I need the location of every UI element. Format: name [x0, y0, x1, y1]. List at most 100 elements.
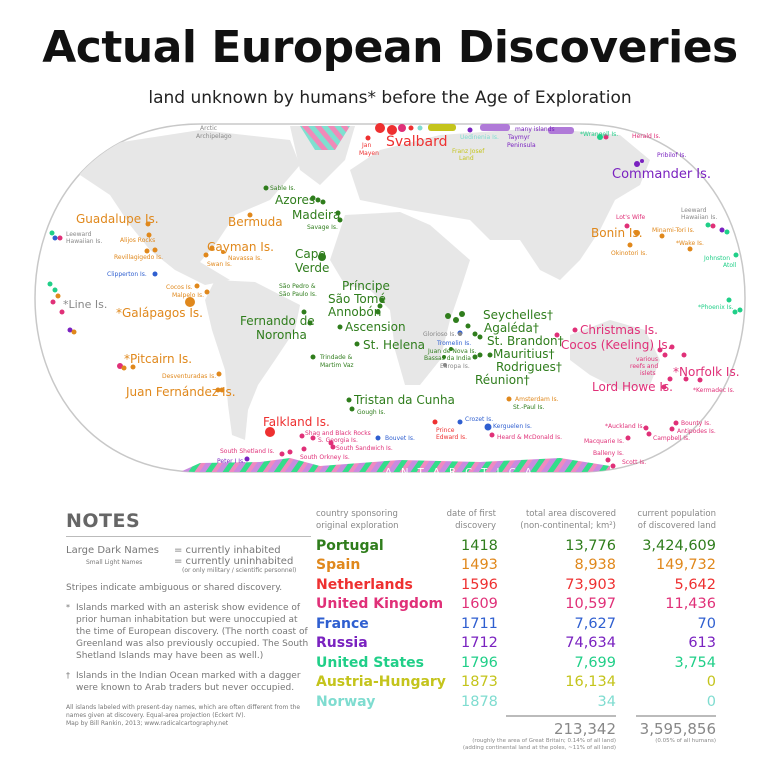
- island-label: Fernando de: [240, 314, 315, 328]
- island-dot: [554, 332, 560, 338]
- country-name: Netherlands: [316, 576, 413, 593]
- area-value: 10,597: [565, 596, 616, 613]
- totals-row: 213,342 3,595,856: [316, 714, 716, 738]
- island-label-small: *Kermadec Is.: [693, 387, 735, 394]
- north-america: [70, 130, 300, 285]
- island-label-small: Hawaiian Is.: [681, 214, 717, 221]
- island-label-small: Navassa Is.: [228, 255, 262, 262]
- island-label: Bonin Is.: [591, 226, 643, 240]
- island-dot: [52, 287, 58, 293]
- discovery-date: 1418: [461, 537, 498, 554]
- island-label: Commander Is.: [612, 167, 711, 182]
- island-label-small: Desventuradas Is.: [162, 373, 216, 380]
- island-dot: [318, 253, 326, 261]
- island-label-small: Bouvet Is.: [385, 435, 415, 442]
- island-label-small: Amsterdam Is.: [515, 396, 559, 403]
- area-value: 13,776: [565, 537, 616, 554]
- island-label-small: Prince: [436, 427, 455, 434]
- island-dot: [335, 210, 341, 216]
- island-dot: [646, 431, 652, 437]
- island-dot: [365, 135, 371, 141]
- island-dot: [310, 435, 316, 441]
- area-value: 7,627: [574, 615, 616, 632]
- island-label-small: Hawaiian Is.: [66, 238, 102, 245]
- country-name: Austria-Hungary: [316, 674, 446, 691]
- island-dot: [67, 327, 73, 333]
- island-dot: [49, 230, 55, 236]
- island-label: Noronha: [256, 328, 307, 342]
- island-dot: [624, 223, 630, 229]
- table-header: country sponsoring original exploration d…: [316, 508, 716, 532]
- island-label: Lord Howe Is.: [592, 380, 673, 394]
- island-label-small: Savage Is.: [307, 224, 338, 231]
- island-label: *Galápagos Is.: [116, 306, 203, 320]
- island-label-small: Bassas da India: [424, 355, 471, 362]
- island-dot: [726, 297, 732, 303]
- island-dot: [506, 396, 512, 402]
- island-dot: [320, 199, 326, 205]
- table-row: Spain 1493 8,938 149,732: [316, 556, 716, 576]
- population-value: 70: [697, 615, 716, 632]
- island-label: Seychelles†: [483, 308, 553, 322]
- island-label-small: S. Georgia Is.: [318, 437, 358, 444]
- island-dot: [719, 227, 725, 233]
- discoveries-table: country sponsoring original exploration d…: [316, 508, 716, 752]
- header-line: original exploration: [316, 521, 399, 531]
- discovery-date: 1712: [461, 635, 498, 652]
- island-label-small: Peter I Is.: [217, 458, 245, 465]
- area-note: (adding continental land at the poles, ~…: [462, 744, 616, 751]
- island-dot: [459, 311, 465, 317]
- island-label-small: Johnston: [703, 255, 730, 262]
- island-dot: [603, 134, 609, 140]
- header-date: date of first discovery: [426, 508, 496, 532]
- header-country: country sponsoring original exploration: [316, 508, 426, 532]
- island-label-small: *Phoenix Is.: [698, 304, 734, 311]
- island-label-small: Antipodes Is.: [677, 428, 716, 435]
- island-dot: [661, 384, 667, 390]
- discovery-date: 1796: [461, 654, 498, 671]
- island-dot: [379, 297, 385, 303]
- island-dot: [265, 427, 275, 437]
- area-notes: (roughly the area of Great Britain; 0.14…: [316, 738, 616, 752]
- island-dot: [443, 363, 447, 367]
- island-dot: [605, 457, 611, 463]
- island-label-small: Malpelo Is.: [172, 292, 204, 299]
- island-dot: [472, 331, 478, 337]
- area-value: 34: [597, 693, 616, 710]
- island-label-small: Crozet Is.: [465, 416, 493, 423]
- island-dot: [467, 127, 473, 133]
- island-label-small: Revillagigedo Is.: [114, 254, 163, 261]
- island-dot: [669, 426, 675, 432]
- island-dot: [71, 329, 77, 335]
- island-dot: [247, 212, 253, 218]
- legend-small: Small Light Names = currently uninhabite…: [66, 556, 311, 567]
- island-label-small: South Sandwich Is.: [336, 445, 393, 452]
- island-label-small: Leeward: [681, 207, 707, 214]
- island-dot: [244, 456, 250, 462]
- island-dot: [144, 248, 150, 254]
- discovery-date: 1878: [461, 693, 498, 710]
- country-name: Norway: [316, 693, 376, 710]
- antarctica-stripes: [180, 458, 610, 472]
- continents: [70, 126, 660, 472]
- island-dot: [737, 307, 743, 313]
- island-label-small: Tromelin Is.: [436, 340, 471, 347]
- island-label: Cape: [295, 247, 326, 261]
- island-label-small: South Orkney Is.: [300, 454, 350, 461]
- population-value: 613: [688, 635, 716, 652]
- island-label-small: Peninsula: [507, 142, 536, 149]
- island-label-small: Arctic: [200, 125, 217, 132]
- island-label-small: islets: [640, 370, 656, 377]
- island-label: Madeira: [292, 208, 340, 222]
- island-label: Cocos (Keeling) Is.: [561, 338, 671, 352]
- legend-small-key: Small Light Names: [86, 559, 143, 566]
- island-dot: [307, 320, 313, 326]
- island-dot: [667, 376, 673, 382]
- discovery-date: 1493: [461, 557, 498, 574]
- island-label-small: Macquarie Is.: [584, 438, 624, 445]
- island-label-small: *Wrangell Is.: [580, 131, 618, 138]
- header-line: of discovered land: [637, 521, 716, 531]
- island-label-small: Alijos Rocks: [120, 237, 155, 244]
